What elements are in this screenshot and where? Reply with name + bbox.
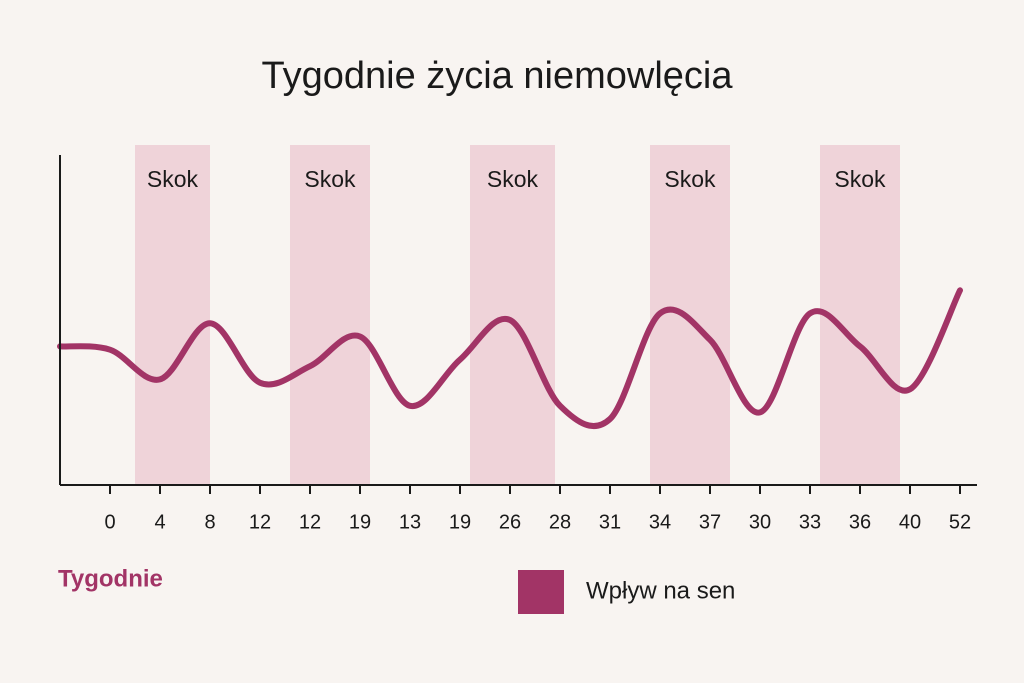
x-tick-label: 19 <box>449 511 471 533</box>
x-tick-label: 8 <box>204 511 215 533</box>
band-label: Skok <box>834 166 886 192</box>
x-tick-label: 37 <box>699 511 721 533</box>
band-label: Skok <box>304 166 356 192</box>
band <box>650 145 730 485</box>
bands: Skok Skok Skok Skok Skok <box>135 145 900 485</box>
plot <box>57 287 963 430</box>
band-label: Skok <box>487 166 539 192</box>
band-label: Skok <box>664 166 716 192</box>
x-tick-label: 12 <box>249 511 271 533</box>
legend-swatch <box>518 570 564 614</box>
x-axis-label: Tygodnie <box>58 565 163 592</box>
legend-label: Wpływ na sen <box>586 577 735 604</box>
x-tick-label: 36 <box>849 511 871 533</box>
x-tick-label: 26 <box>499 511 521 533</box>
band <box>470 145 555 485</box>
band-label: Skok <box>147 166 199 192</box>
series-line <box>57 287 963 430</box>
band <box>820 145 900 485</box>
x-tick-label: 0 <box>104 511 115 533</box>
chart-title: Tygodnie życia niemowlęcia <box>261 55 733 97</box>
x-tick-label: 28 <box>549 511 571 533</box>
x-tick-label: 31 <box>599 511 621 533</box>
x-tick-label: 12 <box>299 511 321 533</box>
x-tick-label: 52 <box>949 511 971 533</box>
x-tick-label: 34 <box>649 511 671 533</box>
x-tick-label: 30 <box>749 511 771 533</box>
band <box>290 145 370 485</box>
band <box>135 145 210 485</box>
x-tick-label: 33 <box>799 511 821 533</box>
x-tick-label: 13 <box>399 511 421 533</box>
x-tick-label: 4 <box>154 511 165 533</box>
x-tick-label: 40 <box>899 511 921 533</box>
x-tick-label: 19 <box>349 511 371 533</box>
